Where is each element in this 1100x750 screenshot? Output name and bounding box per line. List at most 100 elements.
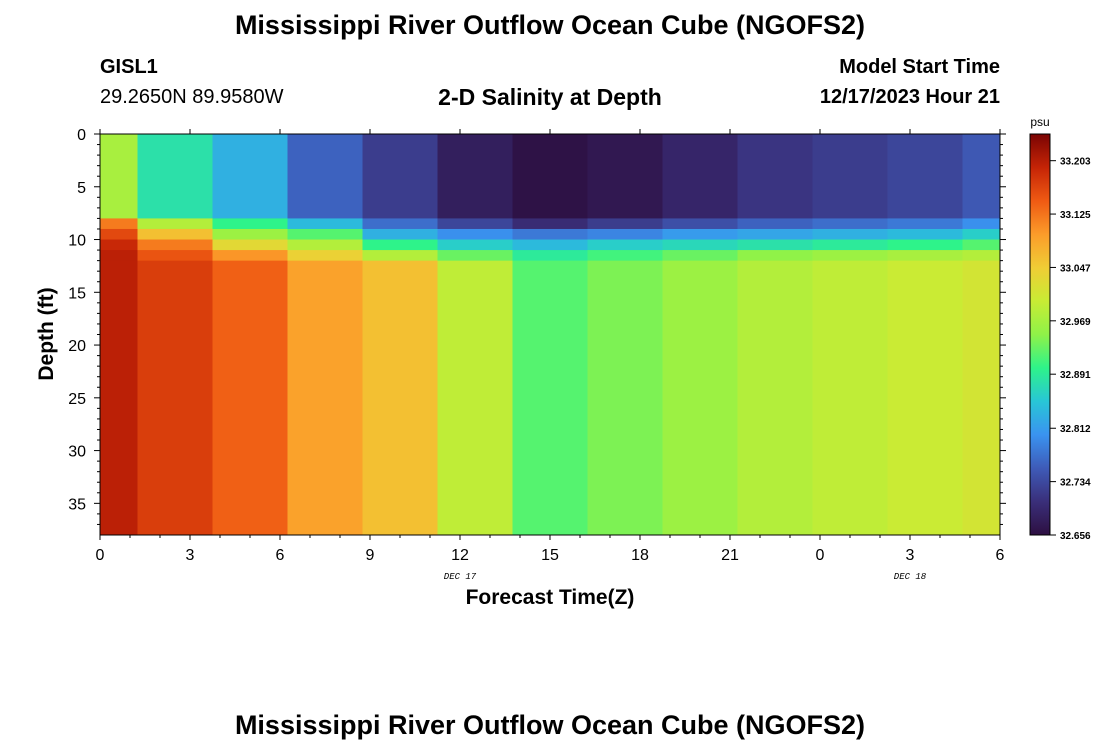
heatmap-cell xyxy=(137,260,213,536)
x-tick-label: 0 xyxy=(96,547,105,564)
axis-ticks: 0 3 6 9 12 15 18 21 0 3 6 DEC 17 DEC 18 0 5 10 15 20 25 30 3… xyxy=(68,127,1006,582)
y-tick-label: 30 xyxy=(68,444,86,461)
heatmap-cell xyxy=(512,239,588,251)
heatmap-cell xyxy=(362,218,438,230)
heatmap-cells xyxy=(100,134,1001,536)
heatmap-cell xyxy=(587,218,663,230)
heatmap-cell xyxy=(212,228,288,241)
heatmap-cell xyxy=(512,260,588,536)
colorbar: 32.656 32.734 32.812 32.891 32.969 33.047 33.1… xyxy=(1029,133,1091,542)
heatmap-cell xyxy=(212,250,288,262)
model-start-value: 12/17/2023 Hour 21 xyxy=(819,86,1000,108)
heatmap-cell xyxy=(962,134,1001,219)
y-tick-label: 5 xyxy=(77,180,86,197)
heatmap-cell xyxy=(812,134,888,219)
colorbar-tick-label: 32.656 xyxy=(1060,531,1091,542)
colorbar-fill xyxy=(1029,133,1051,536)
heatmap-cell xyxy=(887,218,963,230)
date-label: DEC 17 xyxy=(444,572,477,582)
heatmap-cell xyxy=(287,239,363,251)
heatmap-cell xyxy=(212,134,288,219)
heatmap-cell xyxy=(100,218,138,230)
x-tick-label: 18 xyxy=(631,547,649,564)
station-coords: 29.2650N 89.9580W xyxy=(100,86,284,108)
heatmap-cell xyxy=(587,134,663,219)
x-tick-label: 6 xyxy=(276,547,285,564)
heatmap-cell xyxy=(662,228,738,241)
heatmap-cell xyxy=(287,250,363,262)
heatmap-cell xyxy=(587,228,663,241)
heatmap-cell xyxy=(662,250,738,262)
colorbar-tick-label: 33.203 xyxy=(1060,157,1091,168)
heatmap-cell xyxy=(587,260,663,536)
heatmap-cell xyxy=(287,260,363,536)
salinity-heatmap-chart: 0 3 6 9 12 15 18 21 0 3 6 DEC 17 DEC 18 0 5 10 15 20 25 30 3… xyxy=(35,115,1091,609)
heatmap-cell xyxy=(100,260,138,536)
heatmap-cell xyxy=(962,228,1001,241)
heatmap-cell xyxy=(437,218,513,230)
heatmap-cell xyxy=(662,260,738,536)
heatmap-cell xyxy=(362,260,438,536)
heatmap-cell xyxy=(437,228,513,241)
heatmap-cell xyxy=(437,260,513,536)
heatmap-cell xyxy=(887,250,963,262)
model-start-label: Model Start Time xyxy=(839,56,1000,78)
heatmap-cell xyxy=(887,134,963,219)
heatmap-cell xyxy=(812,250,888,262)
page-title: Mississippi River Outflow Ocean Cube (NG… xyxy=(234,10,866,40)
heatmap-cell xyxy=(737,134,813,219)
heatmap-cell xyxy=(287,134,363,219)
y-tick-label: 10 xyxy=(68,233,86,250)
colorbar-tick-label: 32.812 xyxy=(1060,424,1091,435)
x-tick-label: 21 xyxy=(721,547,739,564)
heatmap-cell xyxy=(137,228,213,241)
heatmap-cell xyxy=(512,218,588,230)
heatmap-cell xyxy=(737,218,813,230)
heatmap-cell xyxy=(962,218,1001,230)
y-tick-label: 15 xyxy=(68,285,86,302)
y-tick-label: 35 xyxy=(68,496,86,513)
heatmap-cell xyxy=(662,134,738,219)
heatmap-cell xyxy=(812,218,888,230)
heatmap-cell xyxy=(437,239,513,251)
heatmap-cell xyxy=(287,228,363,241)
x-tick-label: 6 xyxy=(996,547,1005,564)
heatmap-cell xyxy=(100,239,138,251)
x-tick-label: 12 xyxy=(451,547,469,564)
heatmap-cell xyxy=(137,218,213,230)
heatmap-cell xyxy=(887,228,963,241)
heatmap-cell xyxy=(587,239,663,251)
heatmap-cell xyxy=(362,239,438,251)
x-tick-label: 15 xyxy=(541,547,559,564)
heatmap-cell xyxy=(662,239,738,251)
station-id: GISL1 xyxy=(100,56,158,78)
heatmap-cell xyxy=(137,134,213,219)
heatmap-cell xyxy=(287,218,363,230)
heatmap-cell xyxy=(137,239,213,251)
colorbar-tick-label: 33.125 xyxy=(1060,210,1091,221)
date-label: DEC 18 xyxy=(894,572,927,582)
heatmap-cell xyxy=(737,260,813,536)
y-tick-label: 0 xyxy=(77,127,86,144)
y-axis-label: Depth (ft) xyxy=(35,287,58,380)
x-tick-label: 3 xyxy=(906,547,915,564)
heatmap-cell xyxy=(512,134,588,219)
heatmap-cell xyxy=(362,228,438,241)
heatmap-cell xyxy=(100,250,138,262)
y-tick-label: 20 xyxy=(68,338,86,355)
heatmap-cell xyxy=(512,250,588,262)
x-axis-label: Forecast Time(Z) xyxy=(466,586,635,609)
heatmap-cell xyxy=(812,260,888,536)
colorbar-tick-label: 32.734 xyxy=(1060,478,1091,489)
y-tick-label: 25 xyxy=(68,391,86,408)
heatmap-cell xyxy=(587,250,663,262)
heatmap-cell xyxy=(100,228,138,241)
x-tick-label: 3 xyxy=(186,547,195,564)
heatmap-cell xyxy=(100,134,138,219)
heatmap-cell xyxy=(512,228,588,241)
heatmap-cell xyxy=(887,260,963,536)
heatmap-cell xyxy=(137,250,213,262)
heatmap-cell xyxy=(812,228,888,241)
heatmap-cell xyxy=(812,239,888,251)
chart-subtitle: 2-D Salinity at Depth xyxy=(438,84,662,110)
